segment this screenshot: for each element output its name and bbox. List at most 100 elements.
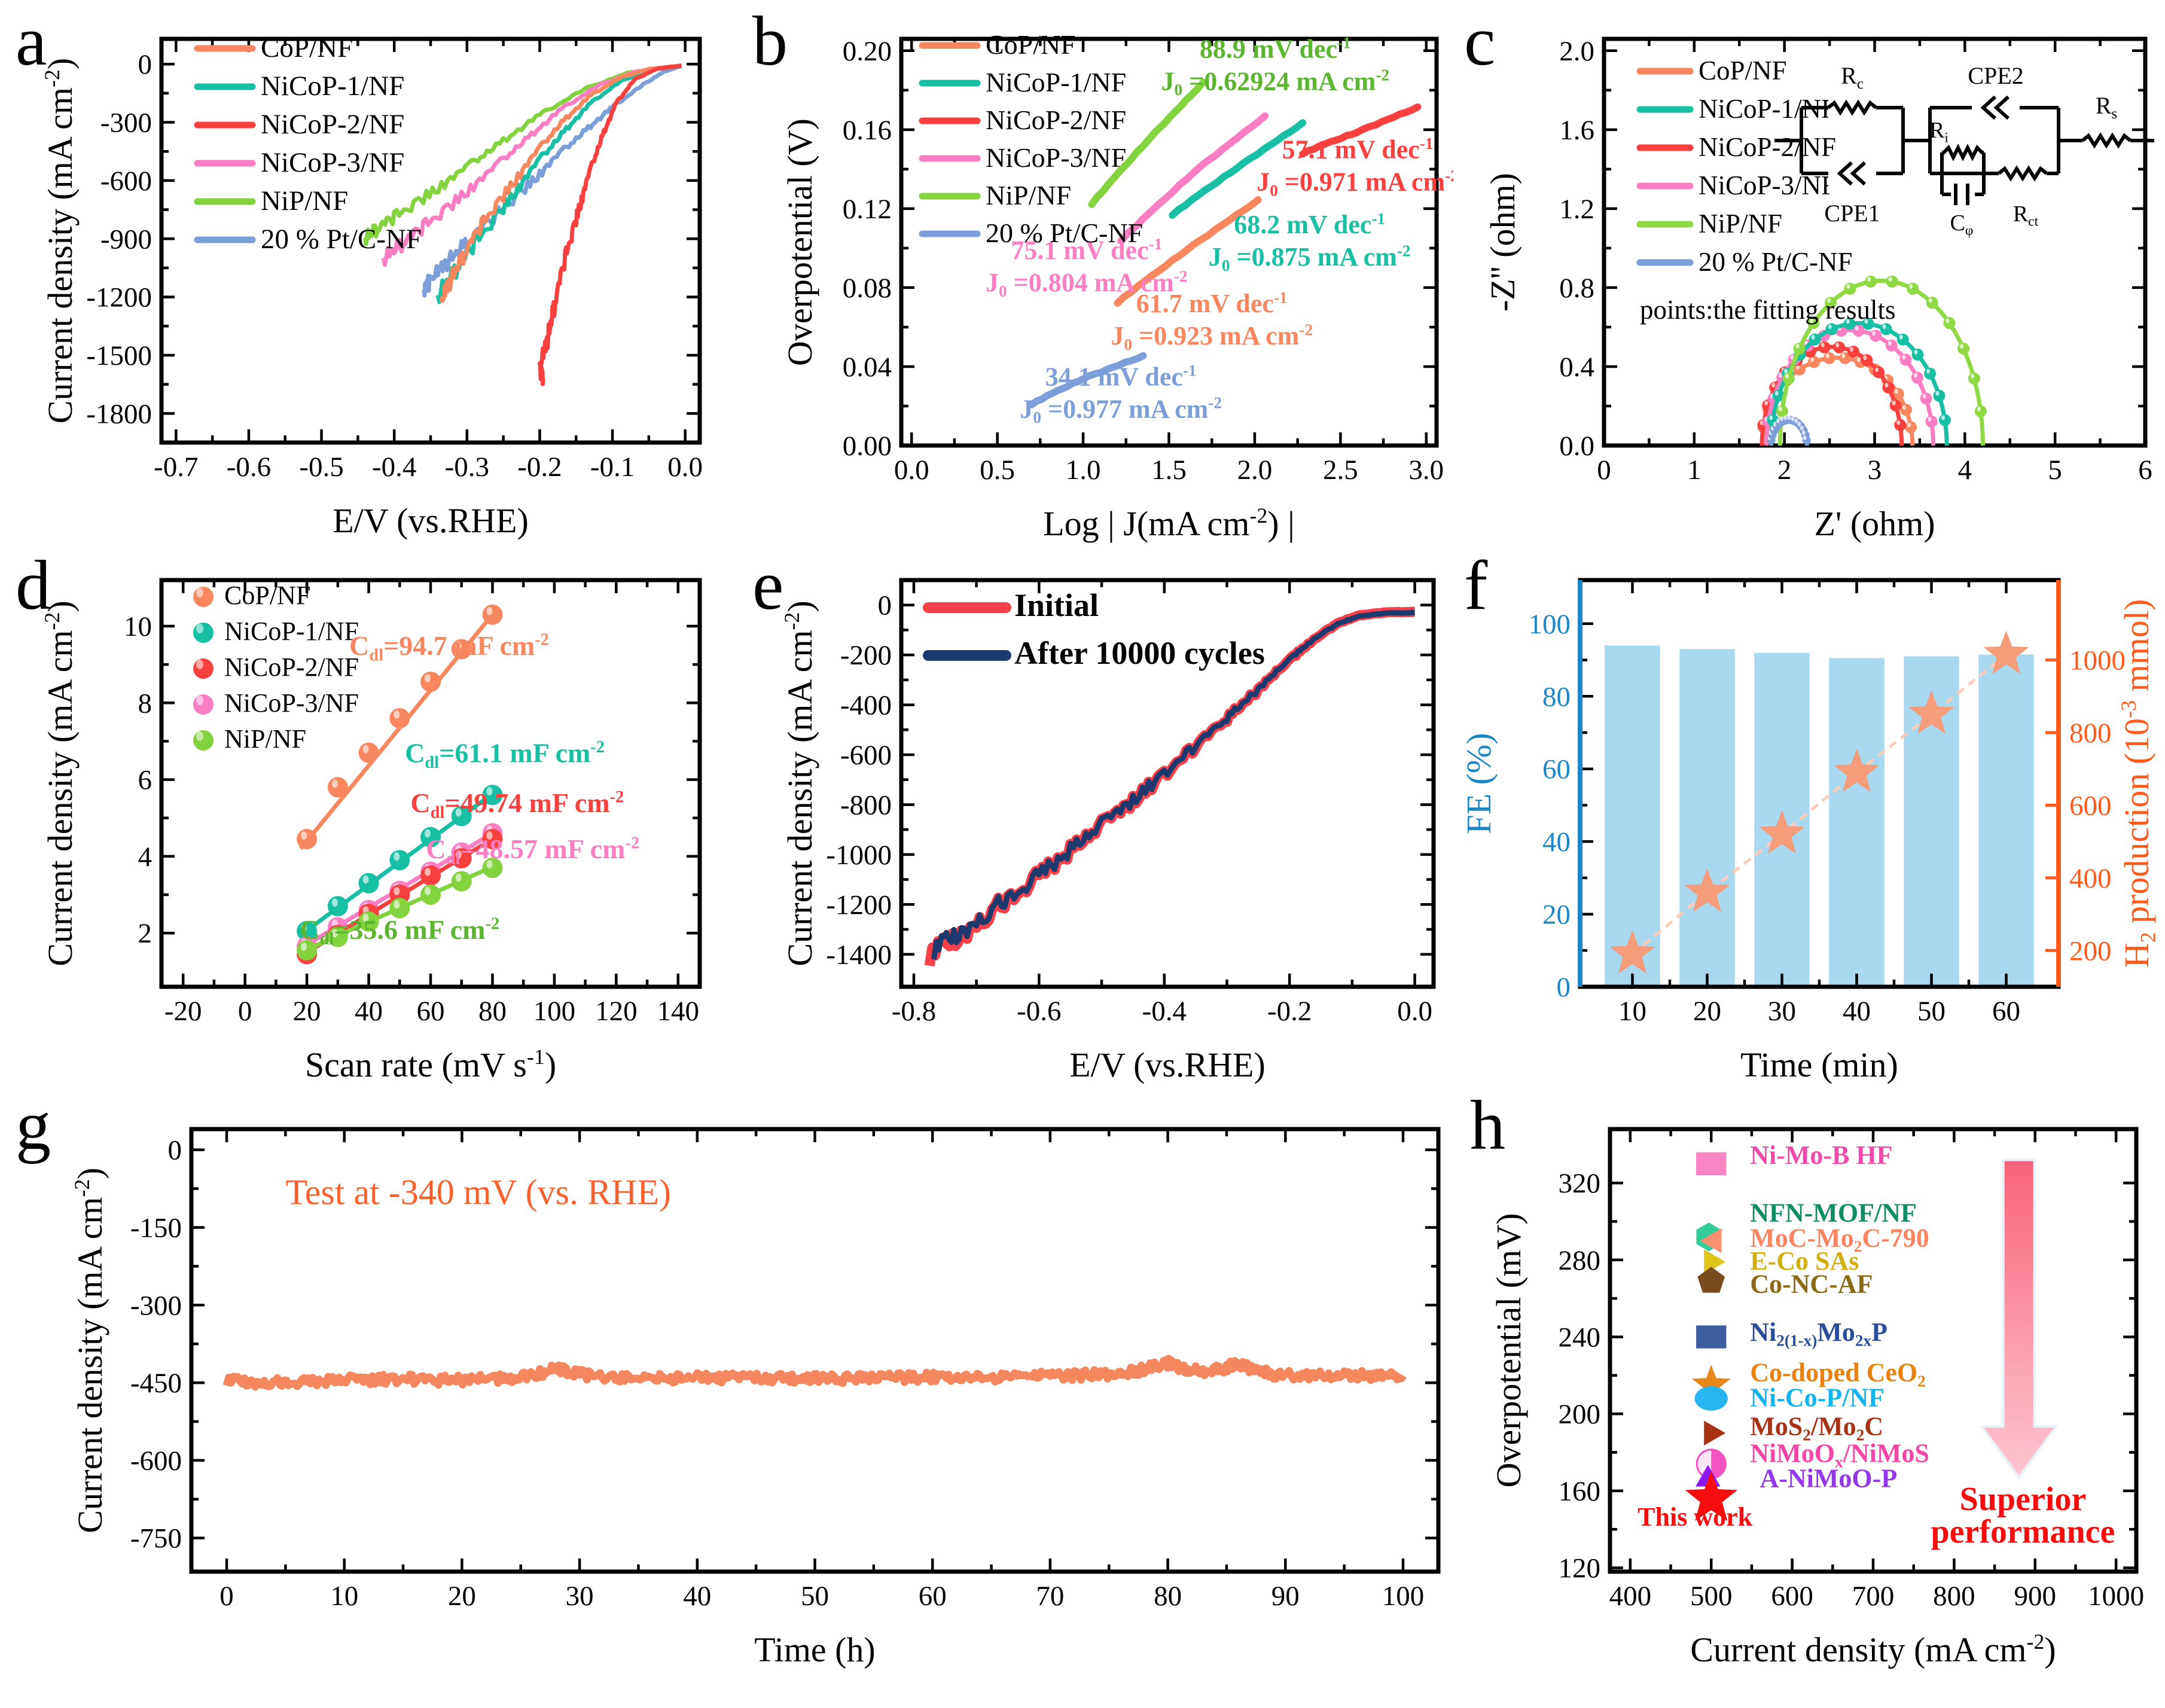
svg-text:Rc: Rc [1841, 62, 1864, 92]
panel-e: e -0.8 -0.6 -0.4 -0.2 0.0 0 -200 -400 -600 -800 -1… [749, 546, 1453, 1088]
chart-g: 0 10 20 30 40 50 60 70 80 90 100 0 -150 -300 -450 -600 -… [70, 1127, 1441, 1669]
svg-text:20: 20 [1542, 899, 1571, 931]
svg-text:60: 60 [417, 996, 445, 1027]
svg-text:Current density (mA cm-2): Current density (mA cm-2) [70, 1167, 109, 1533]
panel-letter-f: f [1464, 546, 1488, 624]
svg-text:-600: -600 [100, 166, 152, 197]
svg-text:20: 20 [448, 1581, 476, 1612]
svg-text:NiCoP-1/NF: NiCoP-1/NF [261, 71, 404, 102]
svg-text:NiCoP-3/NF: NiCoP-3/NF [986, 142, 1126, 173]
svg-text:Scan rate (mV s-1): Scan rate (mV s-1) [305, 1045, 556, 1084]
svg-text:0.08: 0.08 [843, 273, 892, 304]
svg-text:Z' (ohm): Z' (ohm) [1814, 504, 1935, 543]
svg-text:NiCoP-1/NF: NiCoP-1/NF [986, 67, 1126, 97]
svg-text:CPE2: CPE2 [1968, 62, 2023, 89]
svg-text:80: 80 [1154, 1581, 1182, 1612]
panel-letter-e: e [752, 546, 784, 624]
chart-h: 400 500 600 700 800 900 1000 120 160 200 240 280 320… [1489, 1127, 2144, 1669]
svg-text:0: 0 [138, 49, 153, 80]
svg-text:Co-NC-AF: Co-NC-AF [1750, 1269, 1873, 1298]
svg-text:6: 6 [138, 765, 153, 796]
svg-text:160: 160 [1559, 1476, 1601, 1507]
svg-text:-0.8: -0.8 [892, 996, 936, 1027]
series-After 10000 cycles [931, 609, 1415, 960]
svg-text:500: 500 [1690, 1581, 1733, 1612]
svg-text:Current density (mA cm-2): Current density (mA cm-2) [40, 600, 80, 966]
svg-text:0.0: 0.0 [894, 455, 929, 486]
svg-text:20: 20 [1693, 996, 1721, 1027]
series-20 % Pt/C-NF [422, 64, 682, 298]
svg-text:-0.7: -0.7 [154, 452, 198, 483]
svg-text:J0 =0.923 mA cm-2: J0 =0.923 mA cm-2 [1111, 321, 1313, 353]
svg-text:-900: -900 [100, 224, 152, 255]
svg-text:points:the fitting results: points:the fitting results [1640, 295, 1895, 325]
svg-text:CoP/NF: CoP/NF [224, 581, 310, 610]
chart-a: -0.7 -0.6 -0.5 -0.4 -0.3 -0.2 -0.1 0.0 0 -300 -600… [40, 32, 703, 540]
svg-text:1.0: 1.0 [1066, 455, 1101, 486]
svg-text:NiCoP-2/NF: NiCoP-2/NF [224, 652, 359, 682]
svg-text:600: 600 [1771, 1581, 1813, 1612]
svg-text:0.0: 0.0 [1397, 996, 1432, 1027]
svg-text:-400: -400 [840, 690, 892, 721]
svg-text:MoS2/Mo2C: MoS2/Mo2C [1750, 1412, 1883, 1444]
svg-text:-0.3: -0.3 [445, 452, 489, 483]
svg-text:6: 6 [2138, 455, 2152, 486]
svg-text:NiP/NF: NiP/NF [261, 185, 348, 216]
svg-text:-1800: -1800 [86, 398, 152, 429]
svg-text:-0.1: -0.1 [590, 452, 635, 483]
svg-text:NiCoP-2/NF: NiCoP-2/NF [1699, 132, 1836, 162]
svg-text:120: 120 [1559, 1553, 1601, 1584]
svg-text:400: 400 [1609, 1581, 1652, 1612]
svg-text:20 % Pt/C-NF: 20 % Pt/C-NF [986, 218, 1143, 248]
svg-text:400: 400 [2069, 863, 2112, 894]
chart-c: 0 1 2 3 4 5 6 0.0 0.4 0.8 1.2 1.6 2.0 Z' (ohm) -Z'' (o… [1483, 36, 2154, 543]
series-NiCoP-2/NF [537, 63, 682, 386]
svg-text:800: 800 [1933, 1581, 1975, 1612]
svg-text:Ni-Co-P/NF: Ni-Co-P/NF [1750, 1383, 1885, 1412]
svg-text:100: 100 [533, 996, 576, 1027]
svg-text:1.6: 1.6 [1559, 115, 1594, 146]
svg-text:0: 0 [238, 996, 252, 1027]
svg-text:8: 8 [138, 688, 153, 719]
svg-text:61.7 mV dec-1: 61.7 mV dec-1 [1136, 288, 1288, 318]
series-NiP/NF [1777, 279, 1985, 446]
svg-text:200: 200 [2069, 935, 2112, 966]
svg-text:-1500: -1500 [86, 340, 152, 371]
svg-text:50: 50 [1917, 996, 1946, 1027]
svg-text:MoC-Mo2C-790: MoC-Mo2C-790 [1750, 1223, 1929, 1255]
svg-text:0.00: 0.00 [843, 431, 892, 462]
svg-text:200: 200 [1559, 1399, 1601, 1430]
svg-text:-0.6: -0.6 [227, 452, 271, 483]
svg-text:1: 1 [1687, 455, 1701, 486]
svg-text:Current density (mA cm-2): Current density (mA cm-2) [780, 600, 819, 966]
svg-text:-200: -200 [840, 640, 892, 671]
svg-text:60: 60 [1992, 996, 2020, 1027]
svg-text:H2 production (10-3 mmol): H2 production (10-3 mmol) [2117, 599, 2160, 968]
svg-text:Overpotential (mV): Overpotential (mV) [1489, 1213, 1528, 1487]
panel-letter-a: a [16, 2, 47, 80]
svg-text:60: 60 [919, 1581, 947, 1612]
svg-text:Time (min): Time (min) [1740, 1045, 1898, 1084]
svg-text:-600: -600 [130, 1445, 182, 1477]
series-20 % Pt/C-NF [1028, 352, 1147, 408]
panel-a: a -0.7 -0.6 -0.5 -0.4 -0.3 -0.2 -0.1 0.0 0 -300 -6… [12, 2, 730, 550]
svg-text:NiMoOx/NiMoS: NiMoOx/NiMoS [1750, 1439, 1929, 1471]
svg-text:J0 =0.977 mA cm-2: J0 =0.977 mA cm-2 [1020, 394, 1222, 426]
panel-letter-c: c [1464, 2, 1496, 80]
svg-text:A-NiMoO-P: A-NiMoO-P [1760, 1463, 1897, 1493]
svg-text:20 % Pt/C-NF: 20 % Pt/C-NF [261, 224, 422, 255]
svg-text:-Z'' (ohm): -Z'' (ohm) [1483, 173, 1522, 312]
chart-d: -20 0 20 40 60 80 100 120 140 2 4 6 8 10 Scan rate (mV… [40, 578, 702, 1084]
svg-text:60: 60 [1542, 754, 1571, 785]
svg-text:E/V (vs.RHE): E/V (vs.RHE) [1069, 1045, 1266, 1084]
svg-text:70: 70 [1036, 1581, 1064, 1612]
svg-text:0: 0 [168, 1135, 182, 1166]
svg-text:-0.2: -0.2 [1267, 996, 1312, 1027]
chart-e: -0.8 -0.6 -0.4 -0.2 0.0 0 -200 -400 -600 -800 -100… [780, 578, 1436, 1084]
panel-letter-h: h [1470, 1086, 1505, 1164]
svg-text:-0.4: -0.4 [372, 452, 416, 483]
svg-text:Log | J(mA cm-2) |: Log | J(mA cm-2) | [1043, 504, 1294, 543]
svg-text:100: 100 [1529, 609, 1571, 640]
svg-text:NiCoP-3/NF: NiCoP-3/NF [1699, 170, 1836, 200]
